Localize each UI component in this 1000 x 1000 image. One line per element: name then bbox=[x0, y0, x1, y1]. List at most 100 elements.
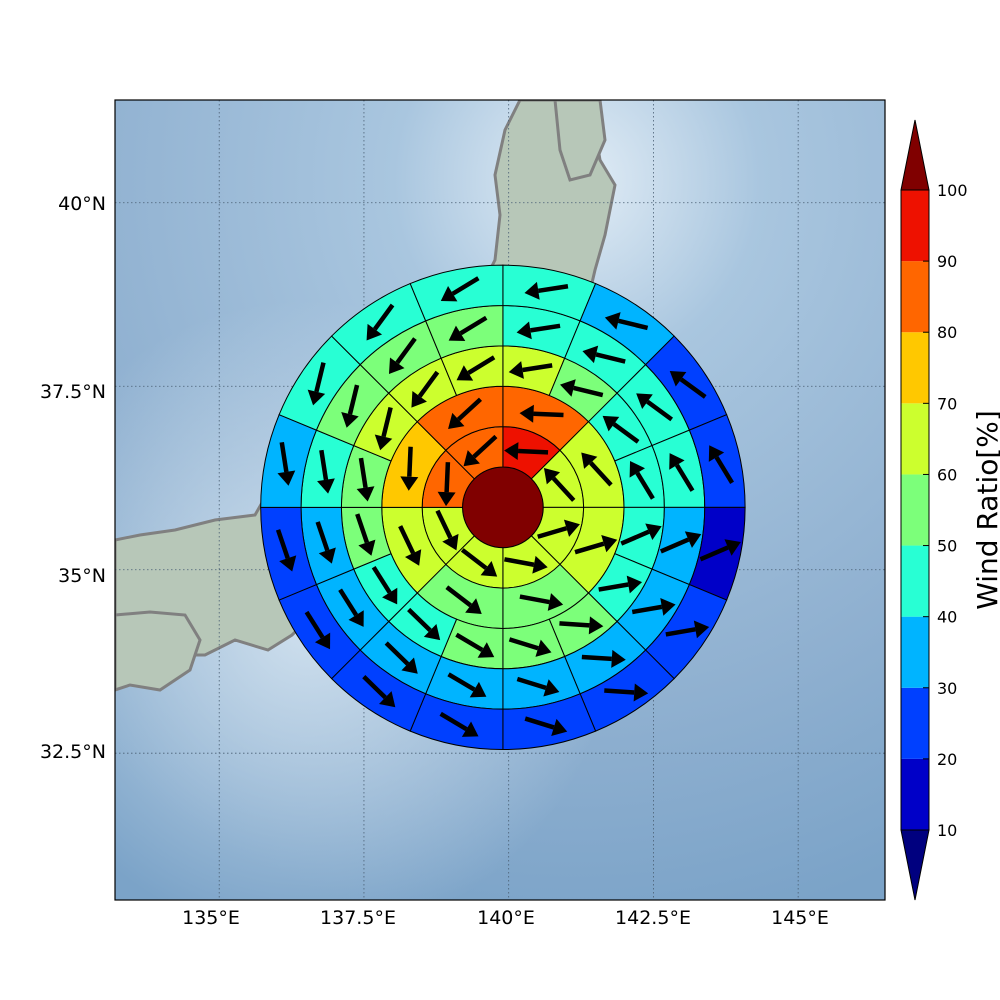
wind-arrow bbox=[659, 531, 702, 554]
wind-arrow bbox=[519, 593, 564, 611]
colorbar-segment bbox=[901, 616, 929, 688]
colorbar: 10 20 30 40 50 60 70 80 90 100 bbox=[900, 119, 968, 901]
colorbar-segment bbox=[901, 190, 929, 262]
wind-arrow bbox=[366, 303, 395, 341]
wind-arrow bbox=[455, 632, 495, 658]
wind-arrow bbox=[362, 674, 396, 708]
wind-arrow bbox=[665, 620, 710, 639]
wind-arrow bbox=[519, 404, 564, 423]
wind-arrow bbox=[439, 711, 479, 737]
wind-arrow bbox=[448, 397, 483, 429]
wind-arrow bbox=[708, 445, 735, 484]
wind-arrow bbox=[277, 441, 296, 486]
lon-tick-137-5: 137.5°E bbox=[320, 907, 396, 929]
wind-arrow bbox=[307, 362, 326, 406]
colorbar-tick-label: 50 bbox=[937, 537, 957, 556]
lon-tick-135: 135°E bbox=[182, 907, 240, 929]
wind-arrow bbox=[582, 345, 626, 364]
wind-arrow bbox=[543, 467, 576, 502]
wind-arrow bbox=[574, 535, 618, 555]
map-panel bbox=[114, 99, 886, 901]
wind-arrow bbox=[508, 361, 553, 379]
wind-arrow bbox=[581, 452, 613, 487]
wind-arrow bbox=[445, 585, 482, 614]
wind-arrow bbox=[384, 641, 418, 674]
colorbar-tick-label: 90 bbox=[937, 252, 957, 271]
wind-arrow bbox=[388, 337, 417, 375]
lat-tick-37-5: 37.5°N bbox=[40, 381, 106, 403]
wind-arrow bbox=[504, 555, 548, 574]
wind-ratio-polar-grid bbox=[260, 264, 746, 751]
wind-arrow bbox=[516, 676, 560, 697]
colorbar-tick-label: 20 bbox=[937, 750, 957, 769]
wind-arrow bbox=[371, 566, 398, 605]
wind-arrow bbox=[524, 281, 569, 300]
wind-arrow bbox=[355, 513, 376, 556]
wind-arrow bbox=[440, 276, 480, 302]
colorbar-tick-label: 70 bbox=[937, 394, 957, 413]
map-frame bbox=[114, 99, 886, 901]
wind-arrow bbox=[317, 449, 335, 494]
longitude-ticks: 135°E 137.5°E 140°E 142.5°E 145°E bbox=[182, 907, 829, 929]
wind-arrow bbox=[631, 598, 676, 616]
colorbar-segment bbox=[901, 758, 929, 830]
wind-arrow bbox=[435, 509, 459, 551]
wind-arrow bbox=[516, 321, 561, 340]
lat-tick-32-5: 32.5°N bbox=[40, 741, 106, 763]
wind-arrow bbox=[315, 521, 336, 564]
wind-arrow bbox=[374, 406, 393, 451]
wind-arrow bbox=[598, 575, 643, 594]
colorbar-label: Wind Ratio[%] bbox=[971, 410, 1000, 610]
wind-arrow bbox=[508, 637, 552, 657]
wind-arrow bbox=[504, 442, 549, 461]
colorbar-tick-label: 40 bbox=[937, 608, 957, 627]
colorbar-segment bbox=[901, 403, 929, 475]
colorbar-segment bbox=[901, 261, 929, 333]
wind-arrow bbox=[604, 312, 649, 331]
lat-tick-35: 35°N bbox=[58, 565, 106, 587]
colorbar-tick-label: 100 bbox=[937, 181, 968, 200]
latitude-ticks: 40°N 37.5°N 35°N 32.5°N bbox=[40, 193, 106, 763]
colorbar-tick-label: 60 bbox=[937, 465, 957, 484]
colorbar-tick-label: 80 bbox=[937, 323, 957, 342]
wind-arrow bbox=[460, 548, 498, 577]
wind-arrow bbox=[456, 355, 496, 381]
wind-arrow bbox=[537, 519, 580, 539]
wind-arrow bbox=[560, 379, 604, 398]
colorbar-frame bbox=[900, 189, 930, 831]
wind-arrow bbox=[304, 610, 331, 650]
colorbar-extend-max bbox=[900, 119, 930, 191]
lon-tick-142-5: 142.5°E bbox=[615, 907, 691, 929]
wind-arrow bbox=[463, 434, 498, 467]
wind-arrow bbox=[407, 607, 441, 641]
wind-arrow bbox=[602, 415, 640, 444]
wind-arrow bbox=[447, 672, 487, 698]
wind-arrow bbox=[604, 683, 649, 702]
colorbar-segment bbox=[901, 687, 929, 759]
wind-arrow bbox=[581, 649, 626, 668]
colorbar-tick-label: 30 bbox=[937, 679, 957, 698]
wind-arrow bbox=[669, 453, 695, 492]
wind-arrow bbox=[275, 529, 297, 572]
colorbar-tick-label: 10 bbox=[937, 821, 957, 840]
wind-arrows bbox=[275, 276, 741, 737]
wind-arrow bbox=[341, 384, 360, 428]
colorbar-segment bbox=[901, 545, 929, 617]
wind-arrow bbox=[338, 588, 364, 627]
wind-arrow bbox=[559, 616, 604, 635]
colorbar-extend-min bbox=[900, 829, 930, 901]
wind-arrow bbox=[699, 539, 741, 562]
shikoku-land bbox=[115, 610, 202, 692]
wind-arrow bbox=[620, 523, 662, 546]
lon-tick-140: 140°E bbox=[477, 907, 535, 929]
wind-arrow bbox=[669, 371, 707, 399]
wind-arrow bbox=[437, 462, 456, 507]
wind-arrow bbox=[524, 716, 568, 737]
colorbar-segment bbox=[901, 332, 929, 404]
wind-arrow bbox=[448, 315, 488, 342]
wind-arrow bbox=[400, 446, 419, 491]
wind-arrow bbox=[356, 457, 375, 502]
lat-tick-40: 40°N bbox=[58, 193, 106, 215]
lon-tick-145: 145°E bbox=[771, 907, 829, 929]
